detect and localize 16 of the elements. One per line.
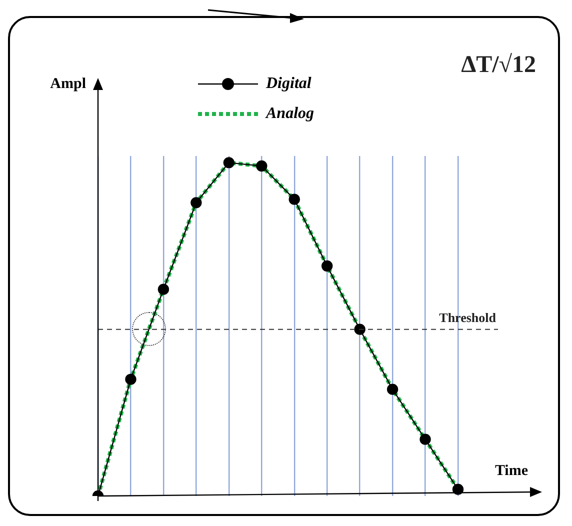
point [256, 160, 268, 172]
x-axis-title: Time [494, 462, 528, 479]
point [420, 434, 431, 445]
point [125, 374, 136, 385]
point [386, 384, 398, 395]
point [288, 194, 300, 205]
point [354, 324, 366, 335]
point [158, 284, 170, 295]
point [223, 157, 235, 168]
legend-label: Analog [265, 105, 314, 122]
point [321, 260, 333, 272]
ref-line-label: Threshold [439, 310, 497, 326]
y-axis-title: Ampl [50, 76, 86, 92]
text: ΔT/√12 [461, 52, 536, 78]
legend-label: Digital [265, 75, 312, 92]
point [190, 197, 202, 208]
